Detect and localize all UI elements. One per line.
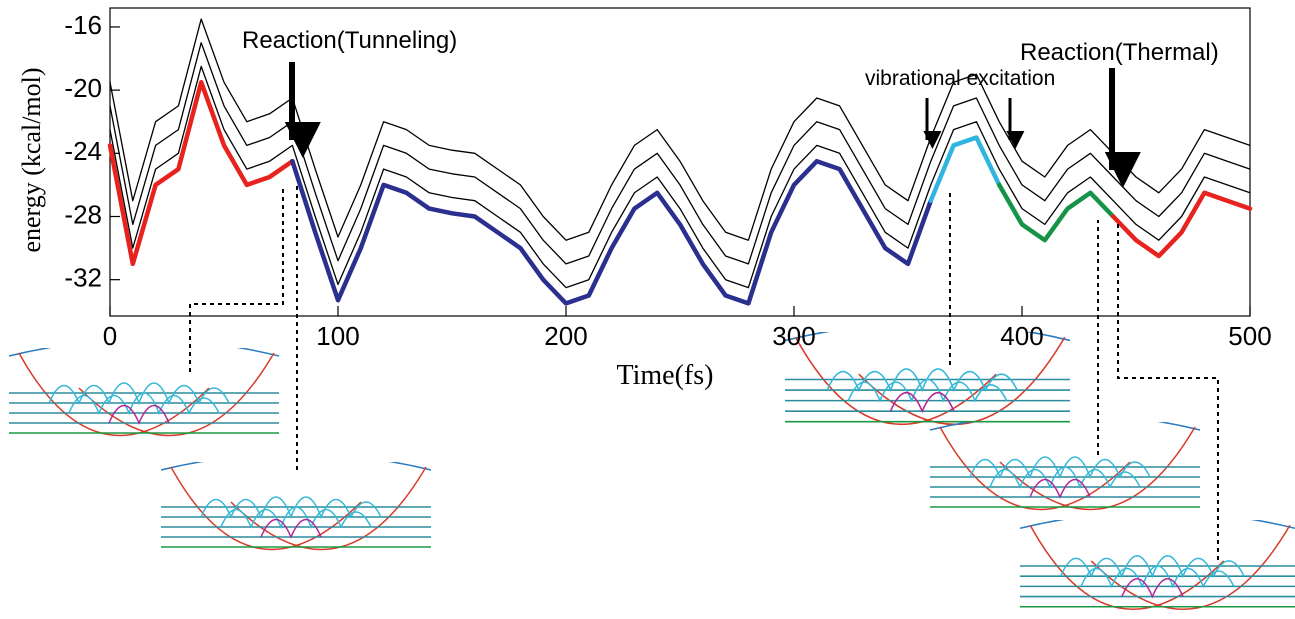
y-tick-label: -32: [64, 263, 102, 293]
y-tick-label: -24: [64, 136, 102, 166]
series-line: [996, 182, 1116, 243]
series-line: [107, 79, 295, 267]
y-axis-label: energy (kcal/mol): [17, 67, 46, 252]
y-tick-label: -20: [64, 73, 102, 103]
series-line: [109, 65, 1251, 289]
series-line: [109, 18, 1251, 241]
x-tick-label: 300: [772, 321, 815, 351]
annotation: Reaction(Thermal): [1020, 39, 1219, 66]
x-tick-label: 500: [1228, 321, 1271, 351]
plot-frame: [109, 7, 1251, 317]
arrows: [284, 62, 1141, 188]
x-tick-label: 200: [544, 321, 587, 351]
y-tick-label: -16: [64, 10, 102, 40]
x-tick-label: 0: [103, 321, 117, 351]
series-line: [1110, 190, 1253, 259]
x-tick-label: 100: [316, 321, 359, 351]
connectors: [189, 185, 1219, 560]
annotation: vibrational excitation: [865, 67, 1055, 90]
y-tick-label: -28: [64, 199, 102, 229]
x-axis-label: Time(fs): [617, 360, 714, 391]
series-line: [928, 135, 1002, 203]
x-tick-label: 400: [1000, 321, 1043, 351]
annotation: Reaction(Tunneling): [242, 27, 457, 54]
series-line: [290, 158, 934, 306]
